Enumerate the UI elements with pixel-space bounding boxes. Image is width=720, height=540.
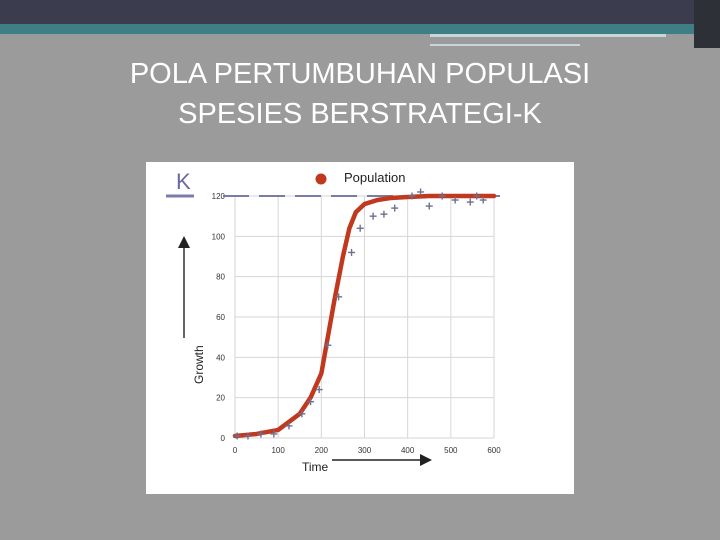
observed-point (298, 410, 306, 418)
observed-point (307, 398, 315, 406)
observed-point (438, 192, 446, 200)
header-stripe (430, 44, 580, 46)
observed-point (408, 192, 416, 200)
y-axis-label: Growth (192, 345, 206, 384)
y-tick-label: 80 (216, 273, 225, 282)
y-tick-label: 120 (212, 192, 226, 201)
observed-point (244, 432, 252, 440)
x-tick-label: 200 (315, 446, 329, 455)
observed-point (285, 422, 293, 430)
y-axis-arrowhead (178, 236, 190, 248)
observed-point (417, 188, 425, 196)
header-stripe (430, 34, 666, 37)
x-tick-label: 600 (487, 446, 501, 455)
y-tick-label: 40 (216, 353, 225, 362)
observed-points (233, 188, 487, 440)
observed-point (348, 248, 356, 256)
x-tick-label: 100 (271, 446, 285, 455)
header-corner-block (694, 0, 720, 48)
carrying-capacity-label: K (176, 169, 191, 194)
legend-marker-population (315, 173, 327, 185)
chart-card: 0 100 200 300 400 500 600 0 20 40 60 80 100 120 Popul… (146, 162, 574, 494)
axes: 0 100 200 300 400 500 600 0 20 40 60 80 100 120 (212, 192, 502, 455)
observed-point (324, 341, 332, 349)
observed-point (451, 196, 459, 204)
x-tick-label: 500 (444, 446, 458, 455)
slide-header-band (0, 0, 720, 48)
y-tick-label: 20 (216, 394, 225, 403)
x-axis-label: Time (302, 460, 329, 474)
observed-point (233, 432, 241, 440)
logistic-growth-chart: 0 100 200 300 400 500 600 0 20 40 60 80 100 120 Popul… (166, 169, 502, 474)
y-tick-label: 60 (216, 313, 225, 322)
observed-point (473, 192, 481, 200)
observed-point (380, 210, 388, 218)
legend-label-population: Population (344, 170, 405, 185)
slide-title-line-2: SPESIES BERSTRATEGI-K (178, 98, 542, 130)
observed-point (335, 293, 343, 301)
x-axis-arrowhead (420, 454, 432, 466)
legend: Population (315, 170, 405, 185)
observed-point (466, 198, 474, 206)
observed-point (356, 224, 364, 232)
observed-point (425, 202, 433, 210)
observed-point (270, 430, 278, 438)
observed-point (257, 430, 265, 438)
observed-point (315, 386, 323, 394)
observed-point (479, 196, 487, 204)
grid (234, 195, 495, 439)
x-tick-label: 400 (401, 446, 415, 455)
observed-point (391, 204, 399, 212)
observed-point (369, 212, 377, 220)
x-tick-label: 0 (233, 446, 238, 455)
y-tick-label: 100 (212, 232, 226, 241)
y-tick-label: 0 (221, 434, 226, 443)
slide-title: POLA PERTUMBUHAN POPULASI SPESIES BERSTR… (60, 54, 660, 134)
x-tick-label: 300 (358, 446, 372, 455)
header-accent-bar (0, 24, 720, 34)
slide-title-line-1: POLA PERTUMBUHAN POPULASI (129, 58, 591, 90)
